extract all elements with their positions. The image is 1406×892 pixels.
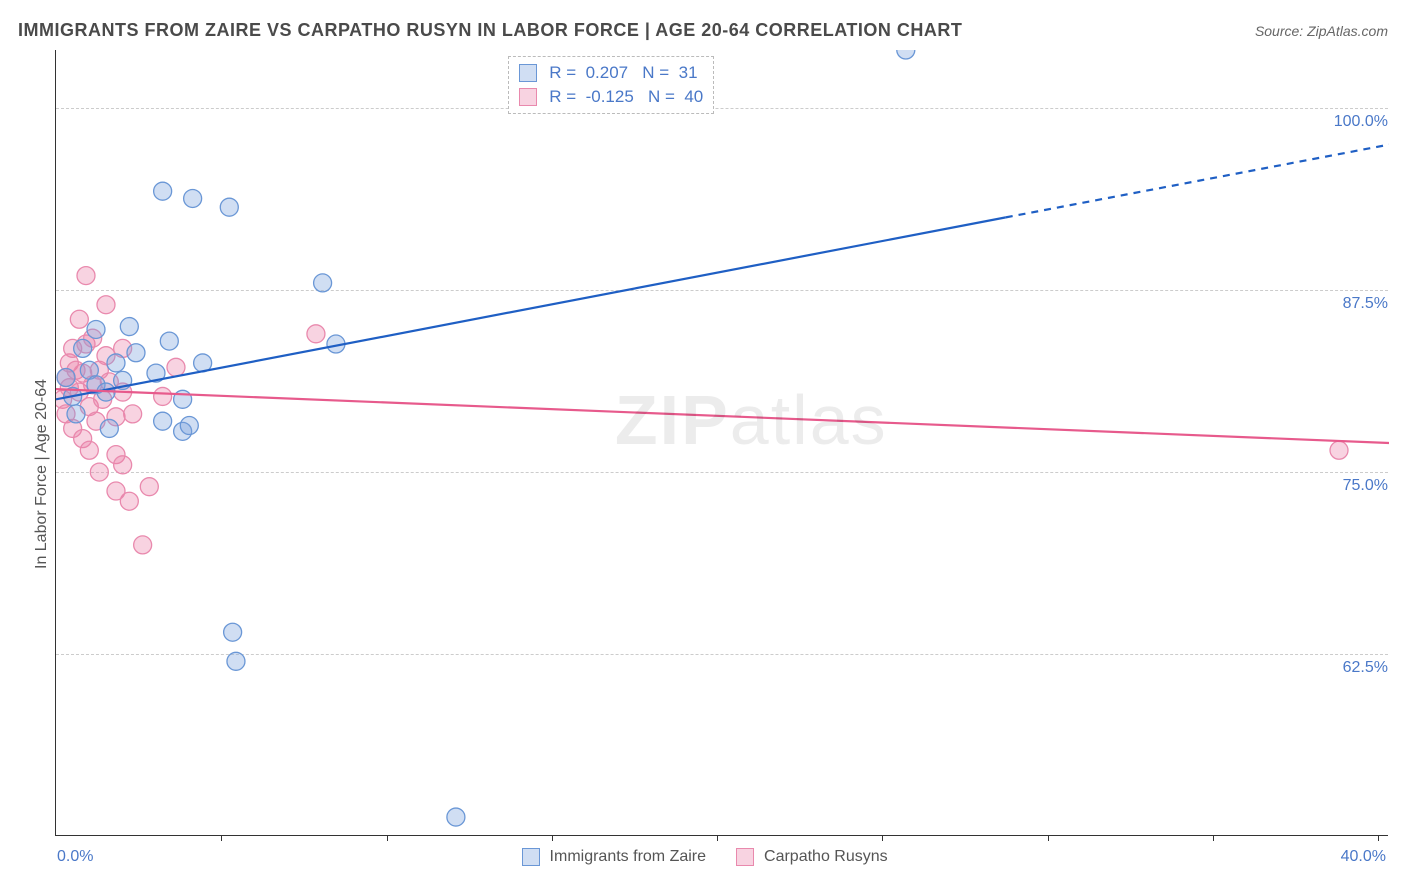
legend-swatch-icon [519, 64, 537, 82]
data-point [154, 387, 172, 405]
regression-line [1006, 145, 1389, 218]
legend-label: Carpatho Rusyns [764, 848, 888, 866]
regression-line [56, 389, 1389, 443]
legend-swatch-icon [522, 848, 540, 866]
data-point [897, 50, 915, 59]
plot-svg [56, 50, 1389, 836]
data-point [227, 652, 245, 670]
data-point [140, 478, 158, 496]
chart-title: IMMIGRANTS FROM ZAIRE VS CARPATHO RUSYN … [18, 20, 962, 41]
data-point [77, 267, 95, 285]
data-point [220, 198, 238, 216]
data-point [90, 463, 108, 481]
data-point [67, 405, 85, 423]
data-point [154, 412, 172, 430]
data-point [314, 274, 332, 292]
series-legend: Immigrants from Zaire Carpatho Rusyns [522, 848, 888, 866]
data-point [87, 320, 105, 338]
y-tick-label: 100.0% [1308, 113, 1394, 131]
legend-label: Immigrants from Zaire [550, 848, 706, 866]
data-point [307, 325, 325, 343]
regression-line [56, 217, 1006, 399]
legend-text: R = 0.207 N = 31 [549, 61, 697, 85]
data-point [1330, 441, 1348, 459]
correlation-legend: R = 0.207 N = 31R = -0.125 N = 40 [508, 56, 714, 114]
data-point [107, 354, 125, 372]
legend-row: R = -0.125 N = 40 [519, 85, 703, 109]
data-point [107, 482, 125, 500]
data-point [167, 358, 185, 376]
data-point [80, 441, 98, 459]
x-axis-max-label: 40.0% [1341, 848, 1386, 866]
legend-item: Carpatho Rusyns [736, 848, 888, 866]
x-axis-min-label: 0.0% [57, 848, 93, 866]
data-point [114, 456, 132, 474]
data-point [100, 419, 118, 437]
data-point [224, 623, 242, 641]
legend-row: R = 0.207 N = 31 [519, 61, 703, 85]
data-point [124, 405, 142, 423]
y-tick-label: 62.5% [1308, 659, 1394, 677]
source-attribution: Source: ZipAtlas.com [1255, 23, 1388, 39]
legend-swatch-icon [736, 848, 754, 866]
data-point [447, 808, 465, 826]
legend-swatch-icon [519, 88, 537, 106]
data-point [74, 339, 92, 357]
legend-item: Immigrants from Zaire [522, 848, 706, 866]
data-point [57, 369, 75, 387]
data-point [134, 536, 152, 554]
data-point [154, 182, 172, 200]
data-point [97, 296, 115, 314]
data-point [120, 318, 138, 336]
data-point [184, 189, 202, 207]
data-point [180, 417, 198, 435]
plot-area [55, 50, 1388, 836]
legend-text: R = -0.125 N = 40 [549, 85, 703, 109]
data-point [70, 310, 88, 328]
data-point [127, 344, 145, 362]
y-axis-title: In Labor Force | Age 20-64 [33, 379, 51, 569]
y-tick-label: 75.0% [1308, 477, 1394, 495]
y-tick-label: 87.5% [1308, 295, 1394, 313]
chart-header: IMMIGRANTS FROM ZAIRE VS CARPATHO RUSYN … [18, 20, 1388, 41]
data-point [160, 332, 178, 350]
